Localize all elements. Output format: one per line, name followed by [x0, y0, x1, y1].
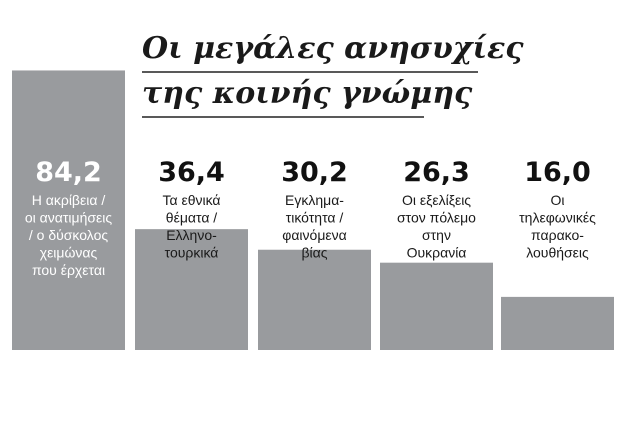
category-label-line: Η ακρίβεια / [32, 192, 106, 208]
value-label-2: 36,4 [158, 157, 225, 188]
category-label-2: Τα εθνικά θέματα / Ελληνο-τουρκικά [162, 192, 220, 261]
category-label-line: Οι [551, 192, 565, 208]
category-label-line: χειμώνας [40, 245, 98, 261]
category-label-line: παρακο- [531, 227, 584, 243]
category-label-line: Εγκλημα- [285, 192, 344, 208]
category-label-line: φαινόμενα [282, 227, 346, 243]
bar-2 [135, 229, 248, 350]
category-label-1: Η ακρίβεια / οι ανατιμήσεις / ο δύσκολος χε… [25, 192, 112, 278]
category-label-4: Οι εξελίξεις στον πόλεμο στην Ουκρανία [397, 192, 476, 261]
title-line-1: Οι μεγάλες ανησυχίες [142, 31, 524, 66]
value-label-1: 84,2 [35, 157, 102, 188]
category-label-line: Οι εξελίξεις [402, 192, 471, 208]
category-label-line: οι ανατιμήσεις [25, 210, 112, 226]
category-label-line: τηλεφωνικές [519, 210, 596, 226]
text-layer: 84,2 Η ακρίβεια / οι ανατιμήσεις / ο δύσκολ… [25, 157, 596, 278]
category-label-line: λουθήσεις [526, 245, 589, 261]
category-label-line: / ο δύσκολος [29, 227, 108, 243]
title-line-2: της κοινής γνώμης [142, 76, 473, 111]
value-label-5: 16,0 [524, 157, 591, 188]
category-label-line: που έρχεται [32, 262, 105, 278]
value-label-3: 30,2 [281, 157, 348, 188]
category-label-line: Ελληνο- [166, 227, 217, 243]
bar-1 [12, 70, 125, 351]
category-label-line: θέματα / [166, 210, 218, 226]
bar-4 [380, 262, 493, 350]
category-label-line: στην [422, 227, 451, 243]
category-label-line: στον πόλεμο [397, 210, 476, 226]
chart-title: Οι μεγάλες ανησυχίες της κοινής γνώμης [142, 31, 524, 118]
value-label-4: 26,3 [403, 157, 470, 188]
category-label-line: Τα εθνικά [162, 192, 220, 208]
bars-layer [12, 70, 614, 351]
category-label-line: τουρκικά [165, 245, 219, 261]
category-label-5: Οι τηλεφωνικές παρακο-λουθήσεις [519, 192, 596, 261]
category-label-line: τικότητα / [286, 210, 344, 226]
category-label-line: Ουκρανία [407, 245, 467, 261]
bar-3 [258, 249, 371, 350]
bar-5 [501, 296, 614, 350]
category-label-3: Εγκλημα-τικότητα / φαινόμενα βίας [282, 192, 346, 261]
category-label-line: βίας [301, 245, 327, 261]
